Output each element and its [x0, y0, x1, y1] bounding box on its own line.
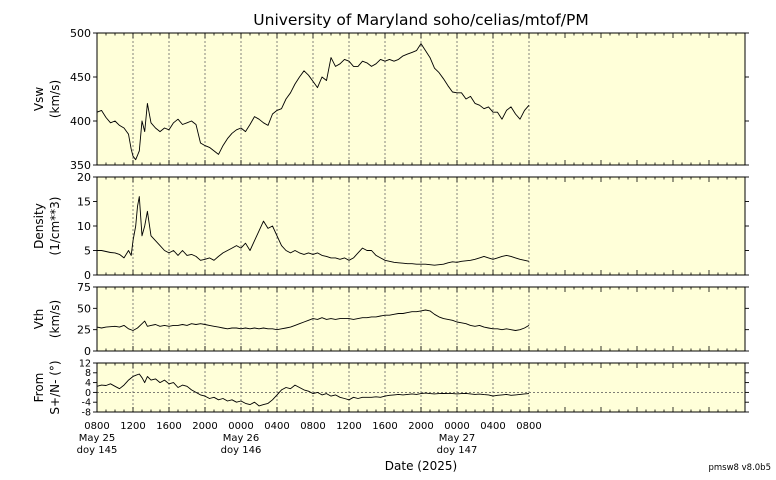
y-axis-label: From S+/N- (°)	[32, 360, 62, 414]
x-tick-label: 0800	[300, 421, 325, 432]
x-tick-label: 1200	[120, 421, 145, 432]
y-tick-label: -8	[82, 407, 91, 418]
day-doy-label: doy 147	[437, 445, 478, 456]
y-axis-label-line: (km/s)	[48, 80, 62, 118]
x-tick-label: 2000	[192, 421, 217, 432]
x-tick-label: 0000	[444, 421, 469, 432]
y-tick-label: 12	[79, 358, 91, 369]
y-tick-label: 75	[77, 281, 91, 294]
day-date-label: May 26	[223, 433, 260, 444]
x-tick-label: 0800	[84, 421, 109, 432]
y-tick-label: 50	[77, 302, 91, 315]
series-line-from	[96, 373, 530, 407]
y-tick-label: 350	[70, 159, 91, 172]
y-axis-label-line: From	[32, 373, 46, 403]
y-axis-label-line: Vsw	[32, 87, 46, 111]
x-tick-label: 0400	[264, 421, 289, 432]
y-axis-label-line: Vth	[32, 309, 46, 330]
y-axis-label: Vsw (km/s)	[32, 80, 62, 118]
x-tick-label: 1600	[156, 421, 181, 432]
chart-title: University of Maryland soho/celias/mtof/…	[253, 11, 588, 29]
day-date-label: May 27	[439, 433, 476, 444]
x-axis: 0800 1200 1600 2000 0000 0400 0800 1200 1600 2000…	[77, 421, 542, 456]
y-tick-label: 0	[84, 269, 91, 282]
y-tick-label: 15	[77, 195, 91, 208]
y-tick-label: 8	[85, 368, 91, 379]
y-tick-label: 400	[70, 115, 91, 128]
x-tick-label: 0800	[516, 421, 541, 432]
day-date-label: May 25	[79, 433, 116, 444]
y-tick-label: 0	[84, 345, 91, 358]
y-tick-label: 0	[85, 388, 91, 399]
x-tick-label: 1200	[336, 421, 361, 432]
y-tick-label: 5	[84, 244, 91, 257]
panel-vsw: 350 400 450 500 Vsw (km/s)	[32, 27, 749, 172]
y-tick-label: 450	[70, 71, 91, 84]
y-axis-label: Vth (km/s)	[32, 300, 62, 338]
x-tick-label: 0000	[228, 421, 253, 432]
x-axis-label: Date (2025)	[385, 459, 457, 473]
version-credit: pmsw8 v8.0b5	[708, 463, 771, 473]
day-doy-label: doy 146	[221, 445, 262, 456]
x-tick-label: 2000	[408, 421, 433, 432]
panel-density: 0 5 10 15 20 Density (1/cm**3)	[32, 171, 749, 282]
x-tick-label: 1600	[372, 421, 397, 432]
y-tick-label: -4	[82, 398, 91, 409]
y-tick-label: 25	[77, 324, 91, 337]
y-axis-label-line: (1/cm**3)	[48, 197, 62, 256]
y-tick-label: 4	[85, 378, 91, 389]
x-tick-label: 0400	[480, 421, 505, 432]
y-tick-label: 500	[70, 27, 91, 40]
y-axis-label-line: S+/N- (°)	[48, 360, 62, 414]
series-line-vsw	[96, 43, 530, 161]
y-tick-label: 20	[77, 171, 91, 184]
y-axis-label: Density (1/cm**3)	[32, 197, 62, 256]
y-axis-label-line: (km/s)	[48, 300, 62, 338]
day-doy-label: doy 145	[77, 445, 118, 456]
panel-vth: 0 25 50 75 Vth (km/s)	[32, 281, 749, 358]
y-axis-label-line: Density	[32, 203, 46, 249]
y-tick-label: 10	[77, 220, 91, 233]
series-line-density	[97, 196, 530, 266]
series-line-vth	[96, 309, 530, 331]
